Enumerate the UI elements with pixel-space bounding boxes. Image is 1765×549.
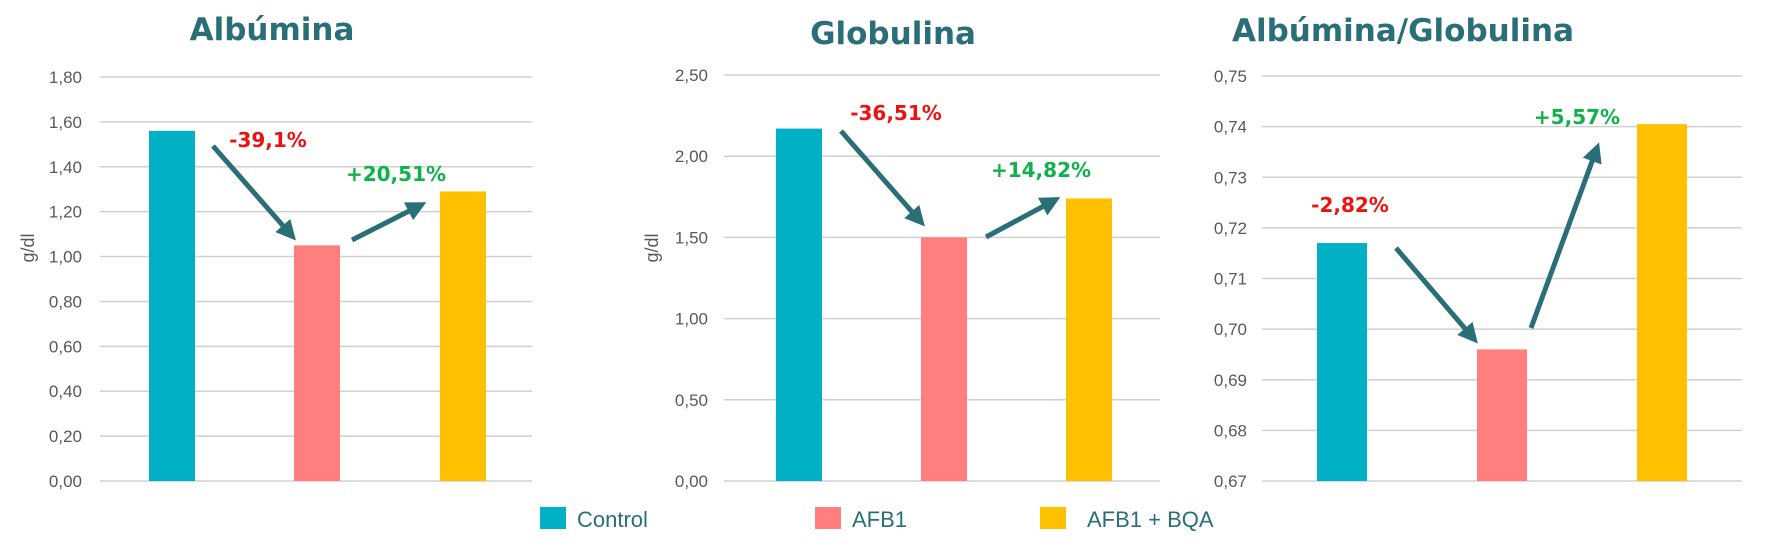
- change-arrow: [211, 144, 296, 241]
- change-arrow: [350, 202, 427, 243]
- chart-albumina-globulina-ratio: Albúmina/Globulina 0,670,680,690,700,710…: [1214, 13, 1742, 491]
- legend-item-control: Control: [540, 507, 648, 532]
- bar-control: [1317, 243, 1367, 481]
- y-tick-label: 1,80: [49, 68, 82, 87]
- change-arrow: [984, 197, 1061, 240]
- y-tick-label: 2,50: [675, 66, 708, 85]
- y-tick-label: 1,20: [49, 203, 82, 222]
- y-axis-label: g/dl: [642, 233, 662, 262]
- change-arrow: [1528, 142, 1602, 329]
- y-tick-label: 0,74: [1214, 118, 1247, 137]
- change-arrow: [839, 129, 925, 227]
- change-percent-label: +14,82%: [991, 158, 1091, 182]
- y-tick-label: 0,71: [1214, 270, 1247, 289]
- legend-swatch: [540, 507, 566, 529]
- y-tick-label: 1,40: [49, 158, 82, 177]
- legend-item-afb1-bqa: AFB1 + BQA: [1040, 507, 1214, 532]
- bar-control: [149, 130, 195, 481]
- y-tick-label: 0,20: [49, 427, 82, 446]
- legend-swatch: [815, 507, 841, 529]
- y-tick-label: 0,69: [1214, 371, 1247, 390]
- y-tick-label: 0,40: [49, 382, 82, 401]
- change-percent-label: -2,82%: [1311, 193, 1389, 217]
- change-percent-label: +20,51%: [346, 162, 446, 186]
- y-tick-label: 0,00: [49, 472, 82, 491]
- y-tick-label: 0,68: [1214, 421, 1247, 440]
- y-tick-label: 0,73: [1214, 168, 1247, 187]
- bar-afb1-bqa: [1637, 124, 1687, 481]
- legend: Control AFB1 AFB1 + BQA: [540, 507, 1214, 532]
- y-tick-label: 0,50: [675, 391, 708, 410]
- y-tick-label: 0,70: [1214, 320, 1247, 339]
- plot-area: 0,00 0,20 0,40 0,60 0,80 1,00 1,20 1,40 1,60 1,80…: [49, 68, 532, 491]
- y-tick-label: 0,00: [675, 472, 708, 491]
- bar-afb1: [1477, 349, 1527, 481]
- y-axis-label: g/dl: [18, 233, 38, 262]
- change-percent-label: +5,57%: [1534, 105, 1620, 129]
- bar-afb1-bqa: [440, 191, 486, 481]
- bar-afb1-bqa: [1066, 198, 1112, 481]
- chart-title: Globulina: [810, 16, 976, 52]
- legend-swatch: [1040, 507, 1066, 529]
- y-tick-label: 1,00: [49, 248, 82, 267]
- y-tick-label: 1,00: [675, 310, 708, 329]
- y-tick-label: 0,72: [1214, 219, 1247, 238]
- y-tick-label: 0,67: [1214, 472, 1247, 491]
- legend-label: AFB1: [852, 507, 907, 532]
- plot-area: 0,00 0,50 1,00 1,50 2,00 2,50 -36,51% +14,82%: [675, 66, 1160, 491]
- chart-albumina: Albúmina g/dl 0,00 0,20 0,40 0,60 0,80 1,00 1,…: [18, 12, 532, 491]
- legend-label: AFB1 + BQA: [1087, 507, 1214, 532]
- change-arrow: [1394, 246, 1478, 344]
- chart-title: Albúmina/Globulina: [1232, 13, 1574, 49]
- y-tick-label: 2,00: [675, 147, 708, 166]
- bar-afb1: [921, 237, 967, 481]
- y-tick-label: 0,80: [49, 292, 82, 311]
- change-percent-label: -36,51%: [850, 101, 942, 125]
- legend-label: Control: [577, 507, 648, 532]
- bar-afb1: [294, 245, 340, 481]
- plot-area: 0,67 0,68 0,69 0,70 0,71 0,72 0,73 0,74 0,75 -2,8…: [1214, 67, 1742, 491]
- bar-control: [776, 128, 822, 482]
- legend-item-afb1: AFB1: [815, 507, 907, 532]
- y-tick-label: 0,75: [1214, 67, 1247, 86]
- chart-title: Albúmina: [190, 12, 355, 48]
- chart-globulina: Globulina g/dl 0,00 0,50 1,00 1,50 2,00 2,50 -…: [642, 16, 1160, 491]
- y-tick-label: 1,50: [675, 228, 708, 247]
- y-tick-label: 1,60: [49, 113, 82, 132]
- y-tick-label: 0,60: [49, 337, 82, 356]
- change-percent-label: -39,1%: [229, 128, 307, 152]
